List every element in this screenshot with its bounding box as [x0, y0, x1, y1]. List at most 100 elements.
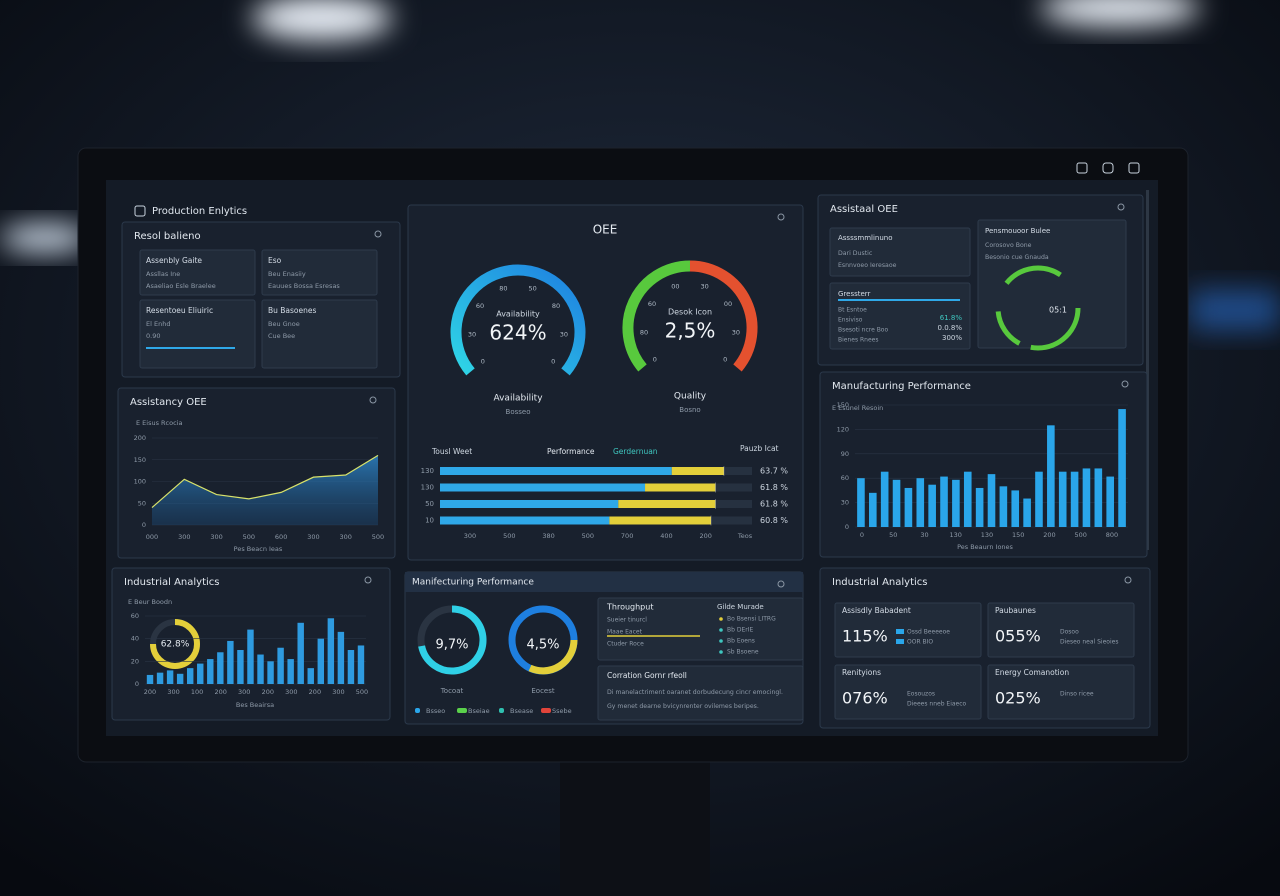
card-text: Bt Esntoe: [838, 307, 867, 314]
card-title: Resentoeu Eliuiric: [146, 306, 213, 315]
donut-label: 9,7%: [435, 638, 468, 653]
bar: [247, 629, 254, 684]
list-item: Bb DErIE: [727, 627, 753, 634]
line: [151, 454, 379, 509]
y-tick-label: 200: [134, 434, 146, 442]
panel-menu-icon: [374, 230, 382, 238]
bar: [952, 479, 960, 527]
card-text: Dieseo neal Sieoies: [1060, 639, 1118, 646]
card-text: Di manelactriment oaranet dorbudecung ci…: [607, 689, 783, 696]
card-text: Esnnvoeo Ieresaoe: [838, 262, 897, 269]
bar: [337, 631, 345, 684]
bar: [987, 474, 996, 527]
window-icon: [1128, 162, 1140, 174]
card-title: Assssmmlinuno: [838, 234, 893, 242]
card-text: Ctuder Roce: [607, 641, 644, 648]
x-tick-label: 300: [210, 533, 222, 541]
card-text: El Enhd: [146, 320, 170, 328]
card-title: Paubaunes: [995, 606, 1036, 615]
axis-title: Bes Beairsa: [236, 701, 274, 709]
y-tick-label: 0: [135, 680, 139, 688]
card-text: Ensiviso: [838, 317, 863, 324]
window-icon: [1102, 162, 1114, 174]
background-glow: [1190, 290, 1280, 330]
list-item: Bo Bsensi LITRG: [727, 616, 776, 623]
panel-menu-icon: [1121, 380, 1129, 388]
bar: [892, 479, 901, 527]
y-tick-label: 90: [841, 450, 849, 458]
gauge-scale-label: 0: [481, 358, 485, 366]
card-text: 0.90: [146, 332, 160, 340]
value-label: 63.7 %: [760, 467, 788, 476]
row-label: 50: [425, 500, 434, 508]
card-text: Dosoo: [1060, 629, 1079, 636]
progress-bar: [440, 483, 646, 492]
card-title: Gilde Murade: [717, 603, 764, 611]
list-dot: [719, 639, 723, 643]
card: [597, 597, 804, 661]
bar: [1023, 498, 1031, 527]
gauge-value: 624%: [489, 321, 546, 345]
x-tick-label: 200: [144, 688, 156, 696]
bar: [857, 478, 865, 527]
bar: [327, 618, 335, 684]
gauge-scale-label: 00: [724, 300, 732, 308]
value-label: 60.8 %: [760, 516, 788, 525]
panel-title: Manifecturing Performance: [412, 578, 534, 588]
y-tick-label: 120: [837, 425, 849, 433]
card-value: 300%: [942, 334, 962, 342]
bar: [1070, 471, 1079, 527]
x-tick-label: 300: [340, 533, 352, 541]
bar: [156, 672, 164, 684]
y-tick-label: 100: [134, 478, 146, 486]
y-tick-label: 20: [131, 657, 139, 665]
gauge-scale-label: 60: [648, 300, 656, 308]
x-tick-label: 700: [621, 532, 633, 540]
progress-label: Pauzb Icat: [740, 444, 779, 453]
card-title: Assisdly Babadent: [842, 606, 911, 615]
bar: [1118, 409, 1126, 527]
card-title: Gressterr: [838, 290, 871, 298]
y-tick-label: 150: [837, 401, 849, 409]
x-tick-label: 500: [503, 532, 515, 540]
ceiling-light: [1040, 0, 1200, 26]
bar: [207, 659, 214, 684]
bar: [916, 478, 925, 527]
card-text: OOR BIO: [907, 639, 933, 646]
card-text: Dinso ricee: [1060, 691, 1094, 698]
kpi-swatch: [896, 639, 904, 644]
gauge-sub: Bosno: [679, 406, 700, 414]
gauge-caption: Quality: [674, 392, 707, 402]
kpi-value: 076%: [842, 689, 888, 708]
card: [261, 249, 378, 296]
card: [261, 299, 378, 369]
legend-swatch: [541, 708, 551, 713]
y-tick-label: 0: [142, 521, 146, 529]
bar: [940, 476, 948, 527]
monitor-stand: [560, 760, 710, 896]
list-dot: [719, 650, 723, 654]
x-tick-label: Teos: [737, 532, 753, 540]
y-tick-label: 60: [131, 612, 139, 620]
row-label: 130: [421, 467, 434, 475]
window-icon: [1076, 162, 1088, 174]
card-value: 61.8%: [940, 314, 963, 322]
app-icon: [134, 205, 146, 217]
chart-subtitle: E Esunel Resoin: [832, 404, 883, 412]
bar: [1106, 476, 1114, 527]
x-tick-label: 500: [582, 532, 594, 540]
gauge-scale-label: 30: [701, 282, 709, 290]
chart-subtitle: E Beur Boodn: [128, 598, 172, 606]
card: [987, 602, 1135, 658]
x-tick-label: 200: [700, 532, 712, 540]
kpi-value: 055%: [995, 627, 1041, 646]
gauge-arc: [622, 260, 691, 372]
gauge-scale-label: 30: [560, 330, 568, 338]
card-text: Dieees nneb Eiaeco: [907, 701, 967, 708]
x-tick-label: 380: [542, 532, 554, 540]
card-text: Cue Bee: [268, 332, 295, 340]
x-tick-label: 300: [167, 688, 179, 696]
axis-title: Pes Beacn Ieas: [234, 545, 283, 553]
legend-entry: Bsease: [510, 707, 533, 715]
x-tick-label: 100: [191, 688, 203, 696]
